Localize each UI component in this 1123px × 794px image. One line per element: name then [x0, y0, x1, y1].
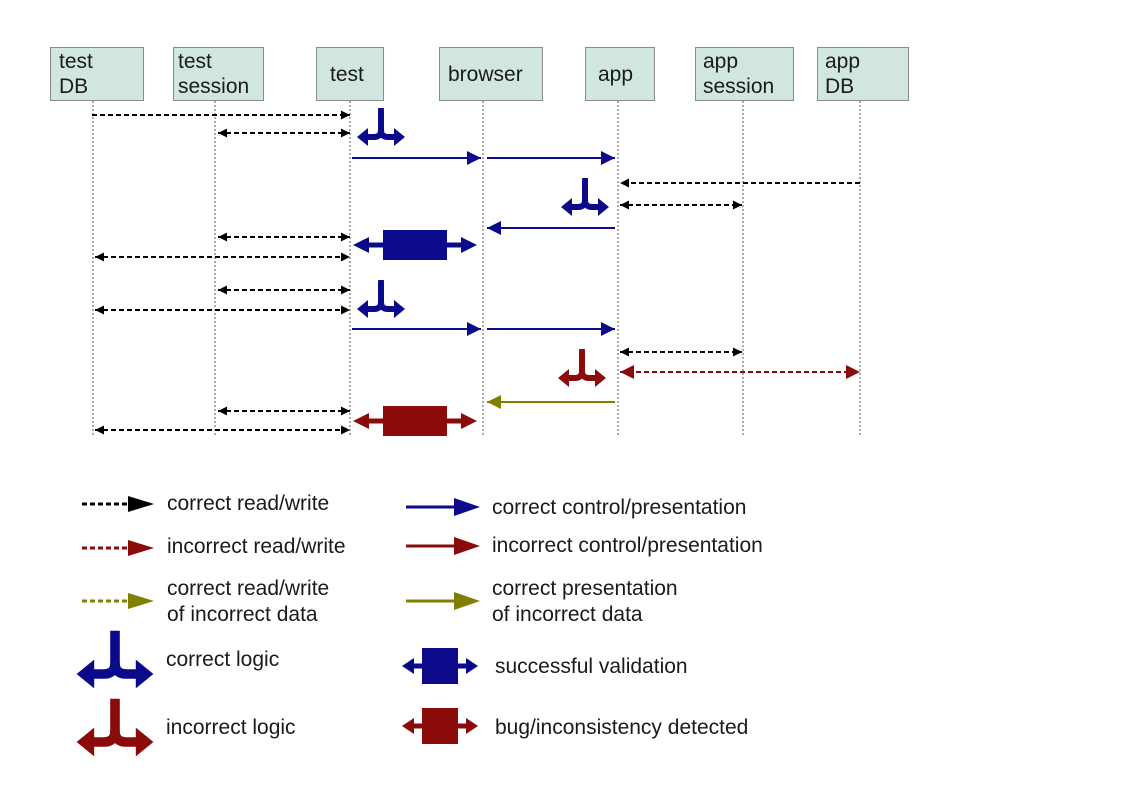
legend-symbol-incorrect-read-write: [82, 540, 154, 556]
legend-symbol-correct-read-write-incorrect-data: [82, 593, 154, 609]
correct-logic-glyph-3: [357, 280, 405, 318]
legend-symbol-successful-validation: [402, 648, 478, 684]
participant-label-app-db: app DB: [825, 50, 861, 98]
legend-symbol-bug-detected: [402, 708, 478, 744]
legend-label-correct-control-presentation: correct control/presentation: [492, 496, 747, 519]
participant-test-session: [173, 47, 264, 101]
participant-app-session: [695, 47, 794, 101]
validation-glyph-1: [353, 230, 477, 260]
participant-label-test: test: [330, 63, 364, 86]
correct-logic-glyph-1: [357, 108, 405, 146]
legend-symbol-correct-read-write: [82, 496, 154, 512]
legend-symbol-correct-logic: [76, 630, 154, 689]
legend-symbol-correct-presentation-incorrect-data: [406, 592, 480, 610]
legend-label-successful-validation: successful validation: [495, 655, 688, 678]
legend-label-bug-detected: bug/inconsistency detected: [495, 716, 749, 739]
correct-logic-glyph-2: [561, 178, 609, 216]
legend-label-correct-presentation-incorrect-data: correct presentation of incorrect data: [492, 577, 678, 626]
participant-label-test-session: test session: [178, 50, 250, 98]
legend-label-correct-read-write-incorrect-data: correct read/write of incorrect data: [167, 577, 330, 626]
participant-label-app-session: app session: [703, 50, 775, 98]
participant-app-db: [817, 47, 909, 101]
incorrect-logic-glyph: [558, 349, 606, 387]
participant-test: [316, 47, 384, 101]
participant-label-test-db: test DB: [59, 50, 93, 98]
legend-label-incorrect-logic: incorrect logic: [166, 716, 296, 739]
legend-symbol-incorrect-logic: [76, 698, 154, 757]
legend-label-correct-read-write: correct read/write: [167, 492, 330, 515]
participant-app: [585, 47, 655, 101]
participant-label-browser: browser: [448, 63, 523, 86]
legend-symbol-correct-control-presentation: [406, 498, 480, 516]
legend-label-incorrect-control-presentation: incorrect control/presentation: [492, 534, 763, 557]
legend-label-correct-logic: correct logic: [166, 648, 280, 671]
legend-label-incorrect-read-write: incorrect read/write: [167, 535, 346, 558]
participant-browser: [439, 47, 543, 101]
participant-label-app: app: [598, 63, 634, 86]
participant-test-db: [50, 47, 144, 101]
legend-symbol-incorrect-control-presentation: [406, 537, 480, 555]
bug-detected-glyph: [353, 406, 477, 436]
